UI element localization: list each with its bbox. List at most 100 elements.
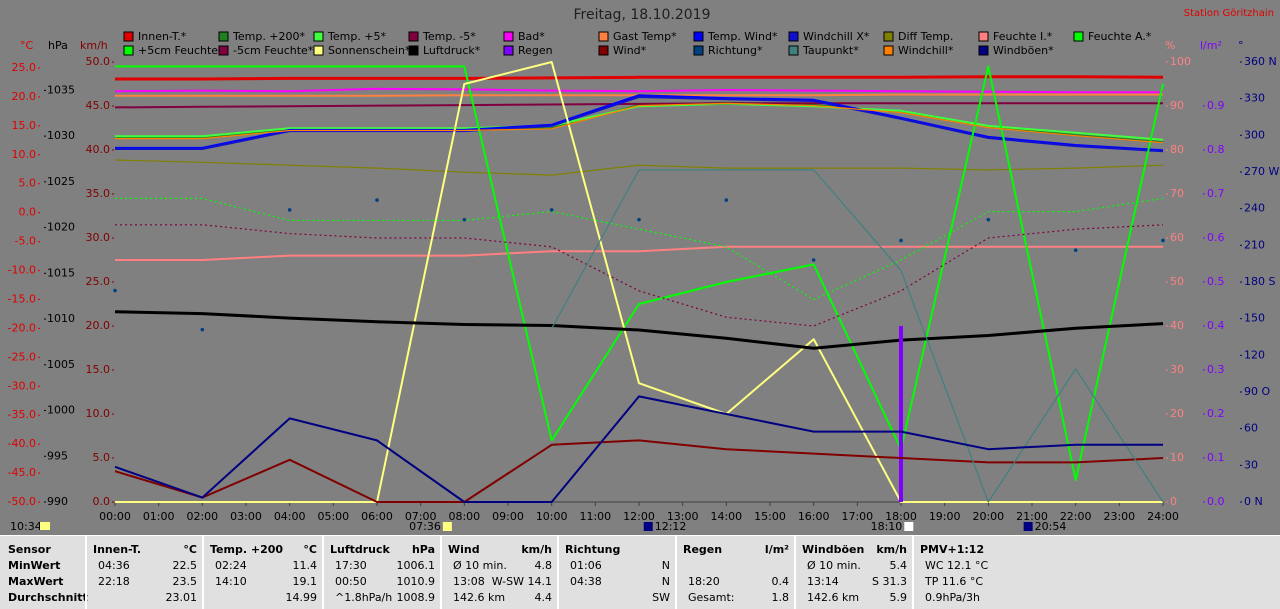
marker-label: 12:12 bbox=[655, 520, 687, 533]
cell-value: 5.9 bbox=[889, 591, 908, 604]
legend-label: +5cm Feuchte* bbox=[138, 44, 224, 57]
column-title: Richtung bbox=[565, 543, 621, 556]
x-tick-label: 14:00 bbox=[710, 510, 742, 523]
x-tick-label: 06:00 bbox=[361, 510, 393, 523]
y-tick-label: 1035 bbox=[47, 83, 75, 96]
column-title: Regen bbox=[683, 543, 723, 556]
marker-icon bbox=[442, 522, 452, 531]
y-tick-label: 0.0 bbox=[1207, 495, 1225, 508]
y-tick-label: 0.0 bbox=[93, 495, 111, 508]
cell-label: 00:50 bbox=[335, 575, 367, 588]
legend-swatch bbox=[313, 45, 324, 56]
legend-swatch bbox=[883, 31, 894, 42]
legend-swatch bbox=[788, 31, 799, 42]
direction-dot bbox=[549, 208, 554, 212]
legend-swatch bbox=[123, 45, 134, 56]
direction-dot bbox=[986, 217, 991, 222]
y-tick-label: 330 bbox=[1244, 92, 1265, 105]
direction-dot bbox=[899, 238, 903, 243]
legend-label: Feuchte A.* bbox=[1088, 30, 1152, 43]
y-tick-label: 0.8 bbox=[1207, 143, 1225, 156]
marker-icon bbox=[643, 522, 653, 531]
legend-label: Temp. Wind* bbox=[707, 30, 778, 43]
direction-dot bbox=[637, 217, 641, 222]
row-label: MinWert bbox=[8, 559, 61, 572]
cell-label: 18:20 bbox=[688, 575, 720, 588]
direction-dot bbox=[462, 217, 467, 222]
column-separator bbox=[794, 536, 796, 609]
x-tick-label: 08:00 bbox=[448, 510, 480, 523]
marker-label: 18:10 bbox=[871, 520, 903, 533]
axis-unit: °C bbox=[20, 39, 34, 52]
y-tick-label: 30 bbox=[1170, 363, 1184, 376]
legend-swatch bbox=[503, 45, 514, 56]
y-tick-label: 0.0 bbox=[19, 206, 37, 219]
legend-swatch bbox=[788, 45, 799, 56]
column-title: Wind bbox=[448, 543, 480, 556]
cell-value: N bbox=[661, 575, 670, 588]
cell-value: W-SW 14.1 bbox=[491, 575, 552, 588]
x-tick-label: 07:00 bbox=[405, 510, 437, 523]
y-tick-label: 240 bbox=[1244, 202, 1265, 215]
cell-value: 19.1 bbox=[292, 575, 318, 588]
y-tick-label: 90 bbox=[1170, 99, 1184, 112]
cell-label: Gesamt: bbox=[688, 591, 735, 604]
y-tick-label: 0.6 bbox=[1207, 231, 1225, 244]
direction-dot bbox=[287, 208, 292, 212]
y-tick-label: 210 bbox=[1244, 238, 1265, 251]
cell-label: 0.9hPa/3h bbox=[925, 591, 981, 604]
x-tick-label: 21:00 bbox=[1016, 510, 1048, 523]
direction-dot bbox=[200, 327, 205, 332]
x-tick-label: 10:00 bbox=[536, 510, 568, 523]
axis-unit: km/h bbox=[80, 39, 108, 52]
x-tick-label: 23:00 bbox=[1103, 510, 1135, 523]
marker-label: 07:36 bbox=[409, 520, 441, 533]
cell-value: 5.4 bbox=[889, 559, 908, 572]
axis-unit: l/m² bbox=[1200, 39, 1222, 52]
series-line bbox=[115, 65, 1164, 481]
cell-label: 14:10 bbox=[215, 575, 247, 588]
cell-value: S 31.3 bbox=[872, 575, 907, 588]
column-separator bbox=[322, 536, 324, 609]
y-tick-label: 30.0 bbox=[86, 231, 111, 244]
legend-label: Bad* bbox=[518, 30, 545, 43]
chart-title: Freitag, 18.10.2019 bbox=[574, 7, 711, 23]
legend-swatch bbox=[978, 45, 989, 56]
legend-label: Richtung* bbox=[708, 44, 763, 57]
cell-value: 1.8 bbox=[771, 591, 790, 604]
y-tick-label: 1010 bbox=[47, 312, 75, 325]
y-tick-label: 20 bbox=[1170, 407, 1184, 420]
x-tick-label: 16:00 bbox=[798, 510, 830, 523]
legend-label: -5cm Feuchte* bbox=[233, 44, 314, 57]
y-tick-label: 0.4 bbox=[1207, 319, 1225, 332]
column-separator bbox=[675, 536, 677, 609]
y-tick-label: 15.0 bbox=[86, 363, 111, 376]
y-tick-label: 40.0 bbox=[86, 143, 111, 156]
column-title: Innen-T. bbox=[93, 543, 142, 556]
direction-dot bbox=[375, 198, 379, 202]
cell-label: Ø 10 min. bbox=[453, 559, 507, 572]
legend-swatch bbox=[883, 45, 894, 56]
cell-label: TP 11.6 °C bbox=[925, 575, 984, 588]
marker-icon bbox=[904, 522, 914, 531]
legend-swatch bbox=[598, 31, 609, 42]
y-tick-label: 0.2 bbox=[1207, 407, 1225, 420]
y-tick-label: 0 N bbox=[1244, 495, 1263, 508]
y-tick-label: 0.9 bbox=[1207, 99, 1225, 112]
legend-label: Windböen* bbox=[993, 44, 1054, 57]
legend-label: Diff Temp. bbox=[898, 30, 953, 43]
cell-value: 4.4 bbox=[534, 591, 553, 604]
axis-unit: % bbox=[1165, 39, 1175, 52]
direction-dot bbox=[811, 258, 816, 262]
legend-label: Gast Temp* bbox=[613, 30, 677, 43]
x-tick-label: 01:00 bbox=[143, 510, 175, 523]
legend-swatch bbox=[1073, 31, 1084, 42]
y-tick-label: 360 N bbox=[1244, 55, 1277, 68]
axis-unit: ° bbox=[1238, 39, 1244, 52]
y-tick-label: 25.0 bbox=[12, 61, 37, 74]
x-tick-label: 18:00 bbox=[885, 510, 917, 523]
cell-label: WC 12.1 °C bbox=[925, 559, 989, 572]
cell-label: Ø 10 min. bbox=[807, 559, 861, 572]
series-line bbox=[115, 245, 1163, 261]
x-tick-label: 20:00 bbox=[972, 510, 1004, 523]
